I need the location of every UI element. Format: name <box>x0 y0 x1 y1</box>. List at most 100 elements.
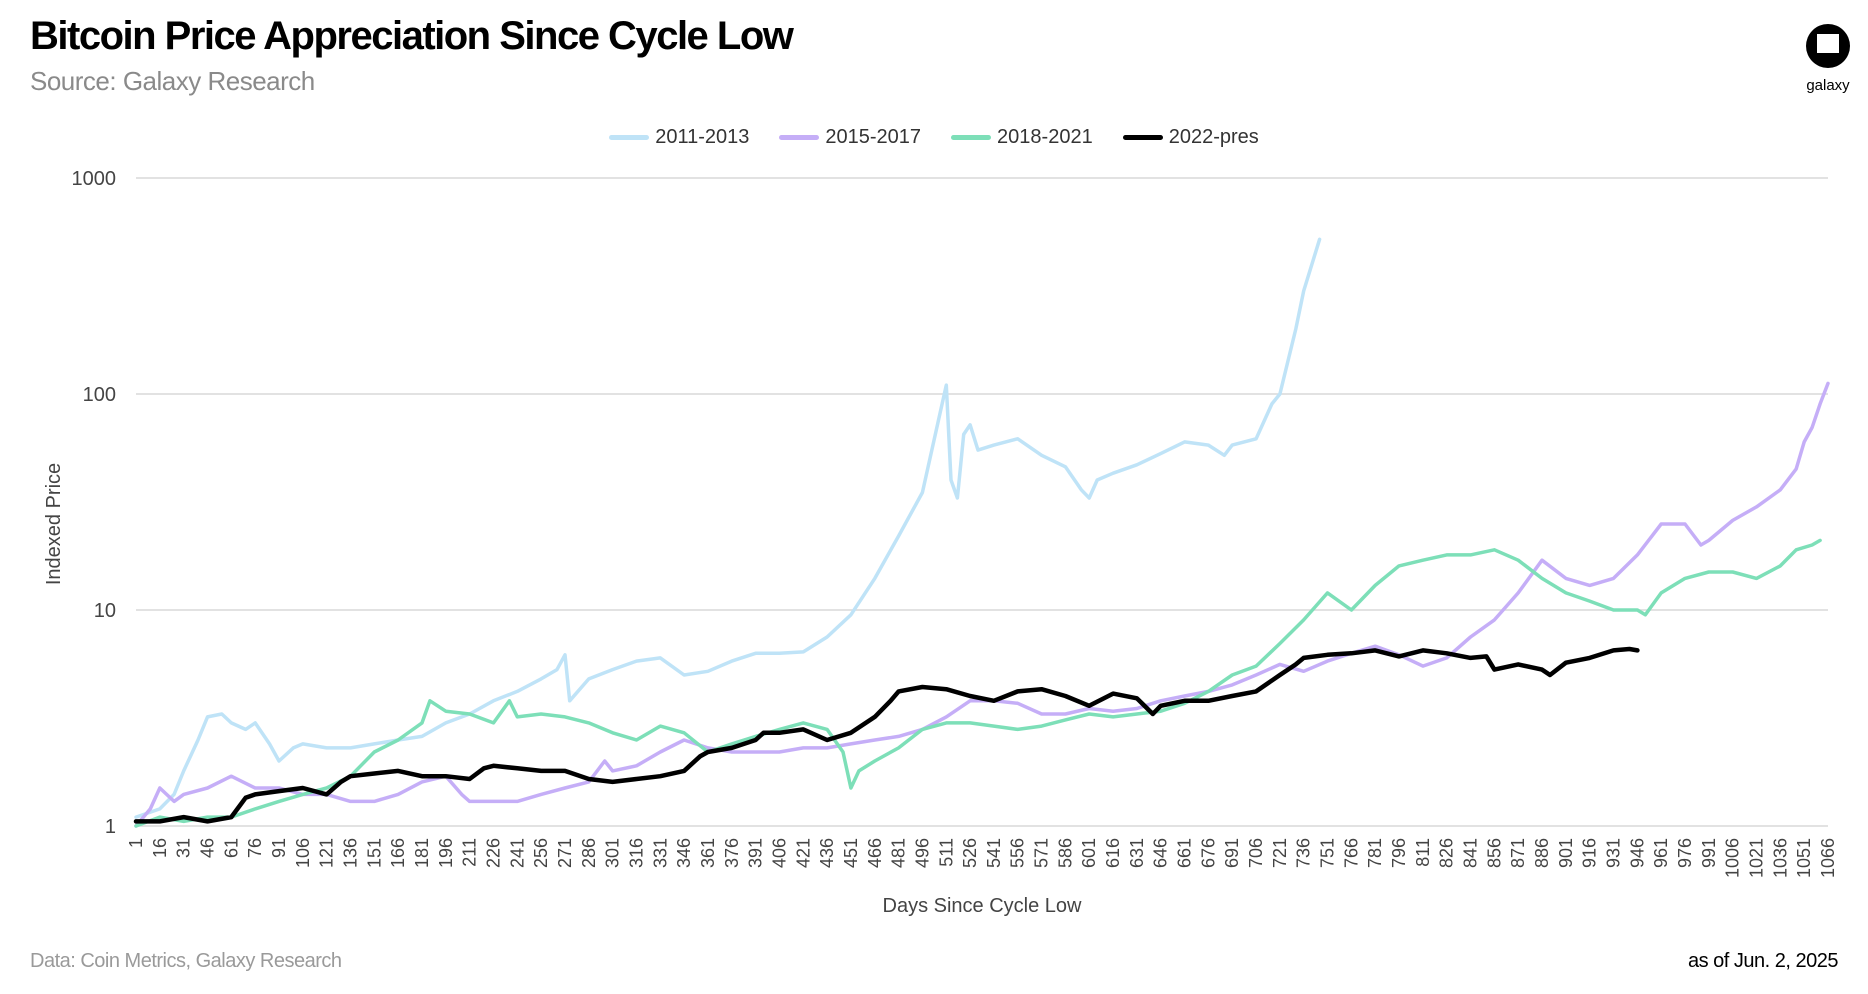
x-tick-label: 181 <box>412 838 432 868</box>
chart-subtitle: Source: Galaxy Research <box>30 66 315 96</box>
x-tick-label: 526 <box>960 838 980 868</box>
legend-label: 2015-2017 <box>825 126 922 148</box>
x-tick-label: 751 <box>1318 838 1338 868</box>
x-tick-label: 361 <box>698 838 718 868</box>
x-tick-label: 76 <box>245 838 265 858</box>
legend-label: 2018-2021 <box>997 126 1093 148</box>
x-tick-label: 886 <box>1532 838 1552 868</box>
x-tick-label: 106 <box>293 838 313 868</box>
chart-legend: 2011-2013 2015-2017 2018-2021 2022-pres <box>0 126 1868 149</box>
x-tick-label: 496 <box>912 838 932 868</box>
x-tick-label: 841 <box>1461 838 1481 868</box>
x-tick-label: 211 <box>460 838 480 867</box>
x-tick-label: 436 <box>817 838 837 868</box>
x-tick-label: 646 <box>1151 838 1171 868</box>
x-tick-label: 571 <box>1032 838 1052 868</box>
x-tick-label: 631 <box>1127 838 1147 868</box>
x-tick-label: 421 <box>793 838 813 868</box>
x-tick-label: 136 <box>340 838 360 868</box>
x-tick-label: 1006 <box>1723 838 1743 878</box>
footer-data-source: Data: Coin Metrics, Galaxy Research <box>30 950 342 972</box>
x-tick-label: 451 <box>841 838 861 868</box>
x-tick-label: 91 <box>269 838 289 858</box>
x-tick-label: 1051 <box>1794 838 1814 878</box>
legend-item: 2011-2013 <box>609 126 749 149</box>
legend-item: 2022-pres <box>1122 126 1259 149</box>
legend-swatch <box>1122 135 1163 140</box>
x-tick-label: 901 <box>1556 838 1576 868</box>
x-tick-label: 31 <box>174 838 194 858</box>
x-tick-label: 166 <box>388 838 408 868</box>
x-tick-label: 346 <box>674 838 694 868</box>
legend-swatch <box>779 135 820 140</box>
x-tick-label: 406 <box>769 838 789 868</box>
x-tick-label: 256 <box>531 838 551 868</box>
y-tick-label: 100 <box>83 384 116 406</box>
legend-item: 2015-2017 <box>779 126 921 149</box>
x-tick-label: 661 <box>1175 838 1195 868</box>
x-tick-label: 961 <box>1651 838 1671 868</box>
x-tick-label: 286 <box>579 838 599 868</box>
x-tick-label: 796 <box>1389 838 1409 868</box>
x-tick-label: 541 <box>984 838 1004 868</box>
y-tick-label: 1 <box>105 816 116 838</box>
x-tick-label: 301 <box>603 838 623 868</box>
x-tick-label: 61 <box>221 838 241 858</box>
x-tick-label: 676 <box>1198 838 1218 868</box>
x-tick-label: 556 <box>1008 838 1028 868</box>
x-tick-label: 916 <box>1580 838 1600 868</box>
y-tick-label: 10 <box>94 600 116 622</box>
x-tick-label: 16 <box>150 838 170 858</box>
series-line-2011-2013 <box>134 237 1322 819</box>
x-tick-label: 331 <box>650 838 670 868</box>
x-tick-label: 466 <box>865 838 885 868</box>
x-tick-label: 271 <box>555 838 575 868</box>
x-tick-label: 376 <box>722 838 742 868</box>
x-tick-label: 976 <box>1675 838 1695 868</box>
x-tick-label: 151 <box>364 838 384 868</box>
series-line-2018-2021 <box>134 538 1822 828</box>
legend-swatch <box>951 135 992 140</box>
legend-swatch <box>609 135 650 140</box>
x-tick-label: 931 <box>1604 838 1624 868</box>
x-tick-label: 946 <box>1627 838 1647 868</box>
x-tick-label: 856 <box>1484 838 1504 868</box>
legend-label: 2022-pres <box>1168 126 1259 148</box>
x-tick-label: 1066 <box>1818 838 1838 878</box>
x-tick-label: 781 <box>1365 838 1385 868</box>
x-tick-label: 1 <box>126 838 146 848</box>
series-line-2015-2017 <box>134 381 1830 828</box>
logo-text: galaxy <box>1806 77 1850 94</box>
x-tick-label: 766 <box>1341 838 1361 868</box>
x-tick-label: 871 <box>1508 838 1528 868</box>
footer-date: as of Jun. 2, 2025 <box>1687 950 1839 972</box>
legend-label: 2011-2013 <box>655 126 750 148</box>
x-tick-label: 691 <box>1222 838 1242 868</box>
y-axis-label: Indexed Price <box>43 463 65 585</box>
x-tick-label: 601 <box>1079 838 1099 868</box>
x-tick-label: 1021 <box>1747 838 1767 878</box>
x-tick-label: 826 <box>1437 838 1457 868</box>
x-tick-label: 511 <box>936 838 956 867</box>
x-tick-label: 706 <box>1246 838 1266 868</box>
x-axis-label: Days Since Cycle Low <box>883 895 1083 917</box>
x-tick-label: 991 <box>1699 838 1719 868</box>
series-line-2022-pres <box>133 646 1640 824</box>
galaxy-logo: galaxy <box>1800 22 1856 94</box>
x-tick-label: 721 <box>1270 838 1290 868</box>
legend-item: 2018-2021 <box>951 126 1093 149</box>
x-tick-label: 46 <box>197 838 217 858</box>
x-tick-label: 391 <box>746 838 766 868</box>
y-tick-label: 1000 <box>72 168 117 190</box>
x-tick-label: 811 <box>1413 838 1433 867</box>
x-tick-label: 226 <box>483 838 503 868</box>
x-tick-label: 736 <box>1294 838 1314 868</box>
x-tick-label: 586 <box>1055 838 1075 868</box>
x-tick-label: 196 <box>436 838 456 868</box>
x-tick-label: 1036 <box>1770 838 1790 878</box>
x-tick-label: 481 <box>889 838 909 868</box>
chart-title: Bitcoin Price Appreciation Since Cycle L… <box>30 14 794 58</box>
x-tick-label: 241 <box>507 838 527 868</box>
galaxy-logo-icon <box>1806 24 1850 68</box>
